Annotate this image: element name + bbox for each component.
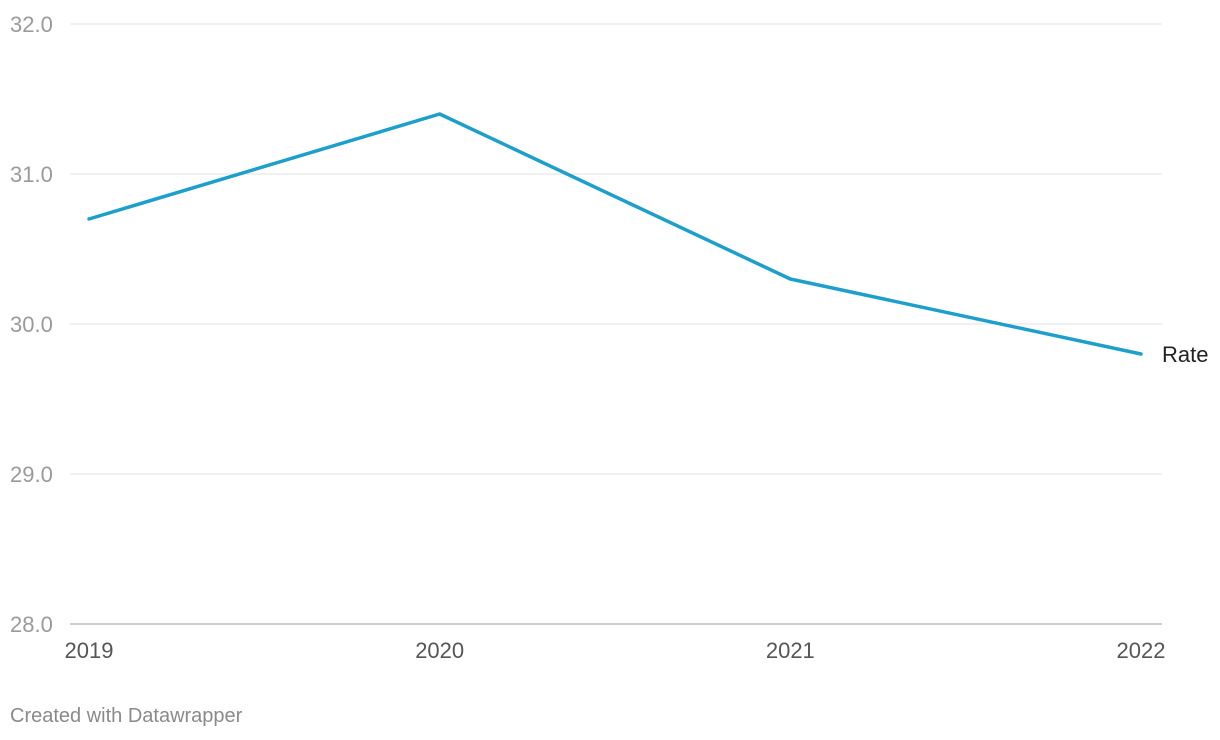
x-axis-tick-labels: 2019 2020 2021 2022: [65, 638, 1166, 663]
series-lines: [87, 112, 1143, 356]
x-tick-label: 2020: [415, 638, 464, 663]
x-tick-label: 2021: [766, 638, 815, 663]
series-label: Rate: [1162, 342, 1208, 367]
footer-credit: Created with Datawrapper: [10, 705, 243, 727]
series-labels: Rate: [1162, 342, 1208, 367]
y-tick-label: 29.0: [10, 462, 53, 487]
x-tick-label: 2019: [65, 638, 114, 663]
y-tick-label: 31.0: [10, 162, 53, 187]
x-tick-label: 2022: [1117, 638, 1166, 663]
line-chart: 28.0 29.0 30.0 31.0 32.0 2019 2020 2021 2022 Ra…: [10, 12, 1208, 663]
y-tick-label: 30.0: [10, 312, 53, 337]
y-tick-label: 32.0: [10, 12, 53, 37]
y-tick-label: 28.0: [10, 612, 53, 637]
y-axis-tick-labels: 28.0 29.0 30.0 31.0 32.0: [10, 12, 53, 637]
series-line: [87, 112, 1143, 356]
gridlines: [70, 23, 1162, 625]
